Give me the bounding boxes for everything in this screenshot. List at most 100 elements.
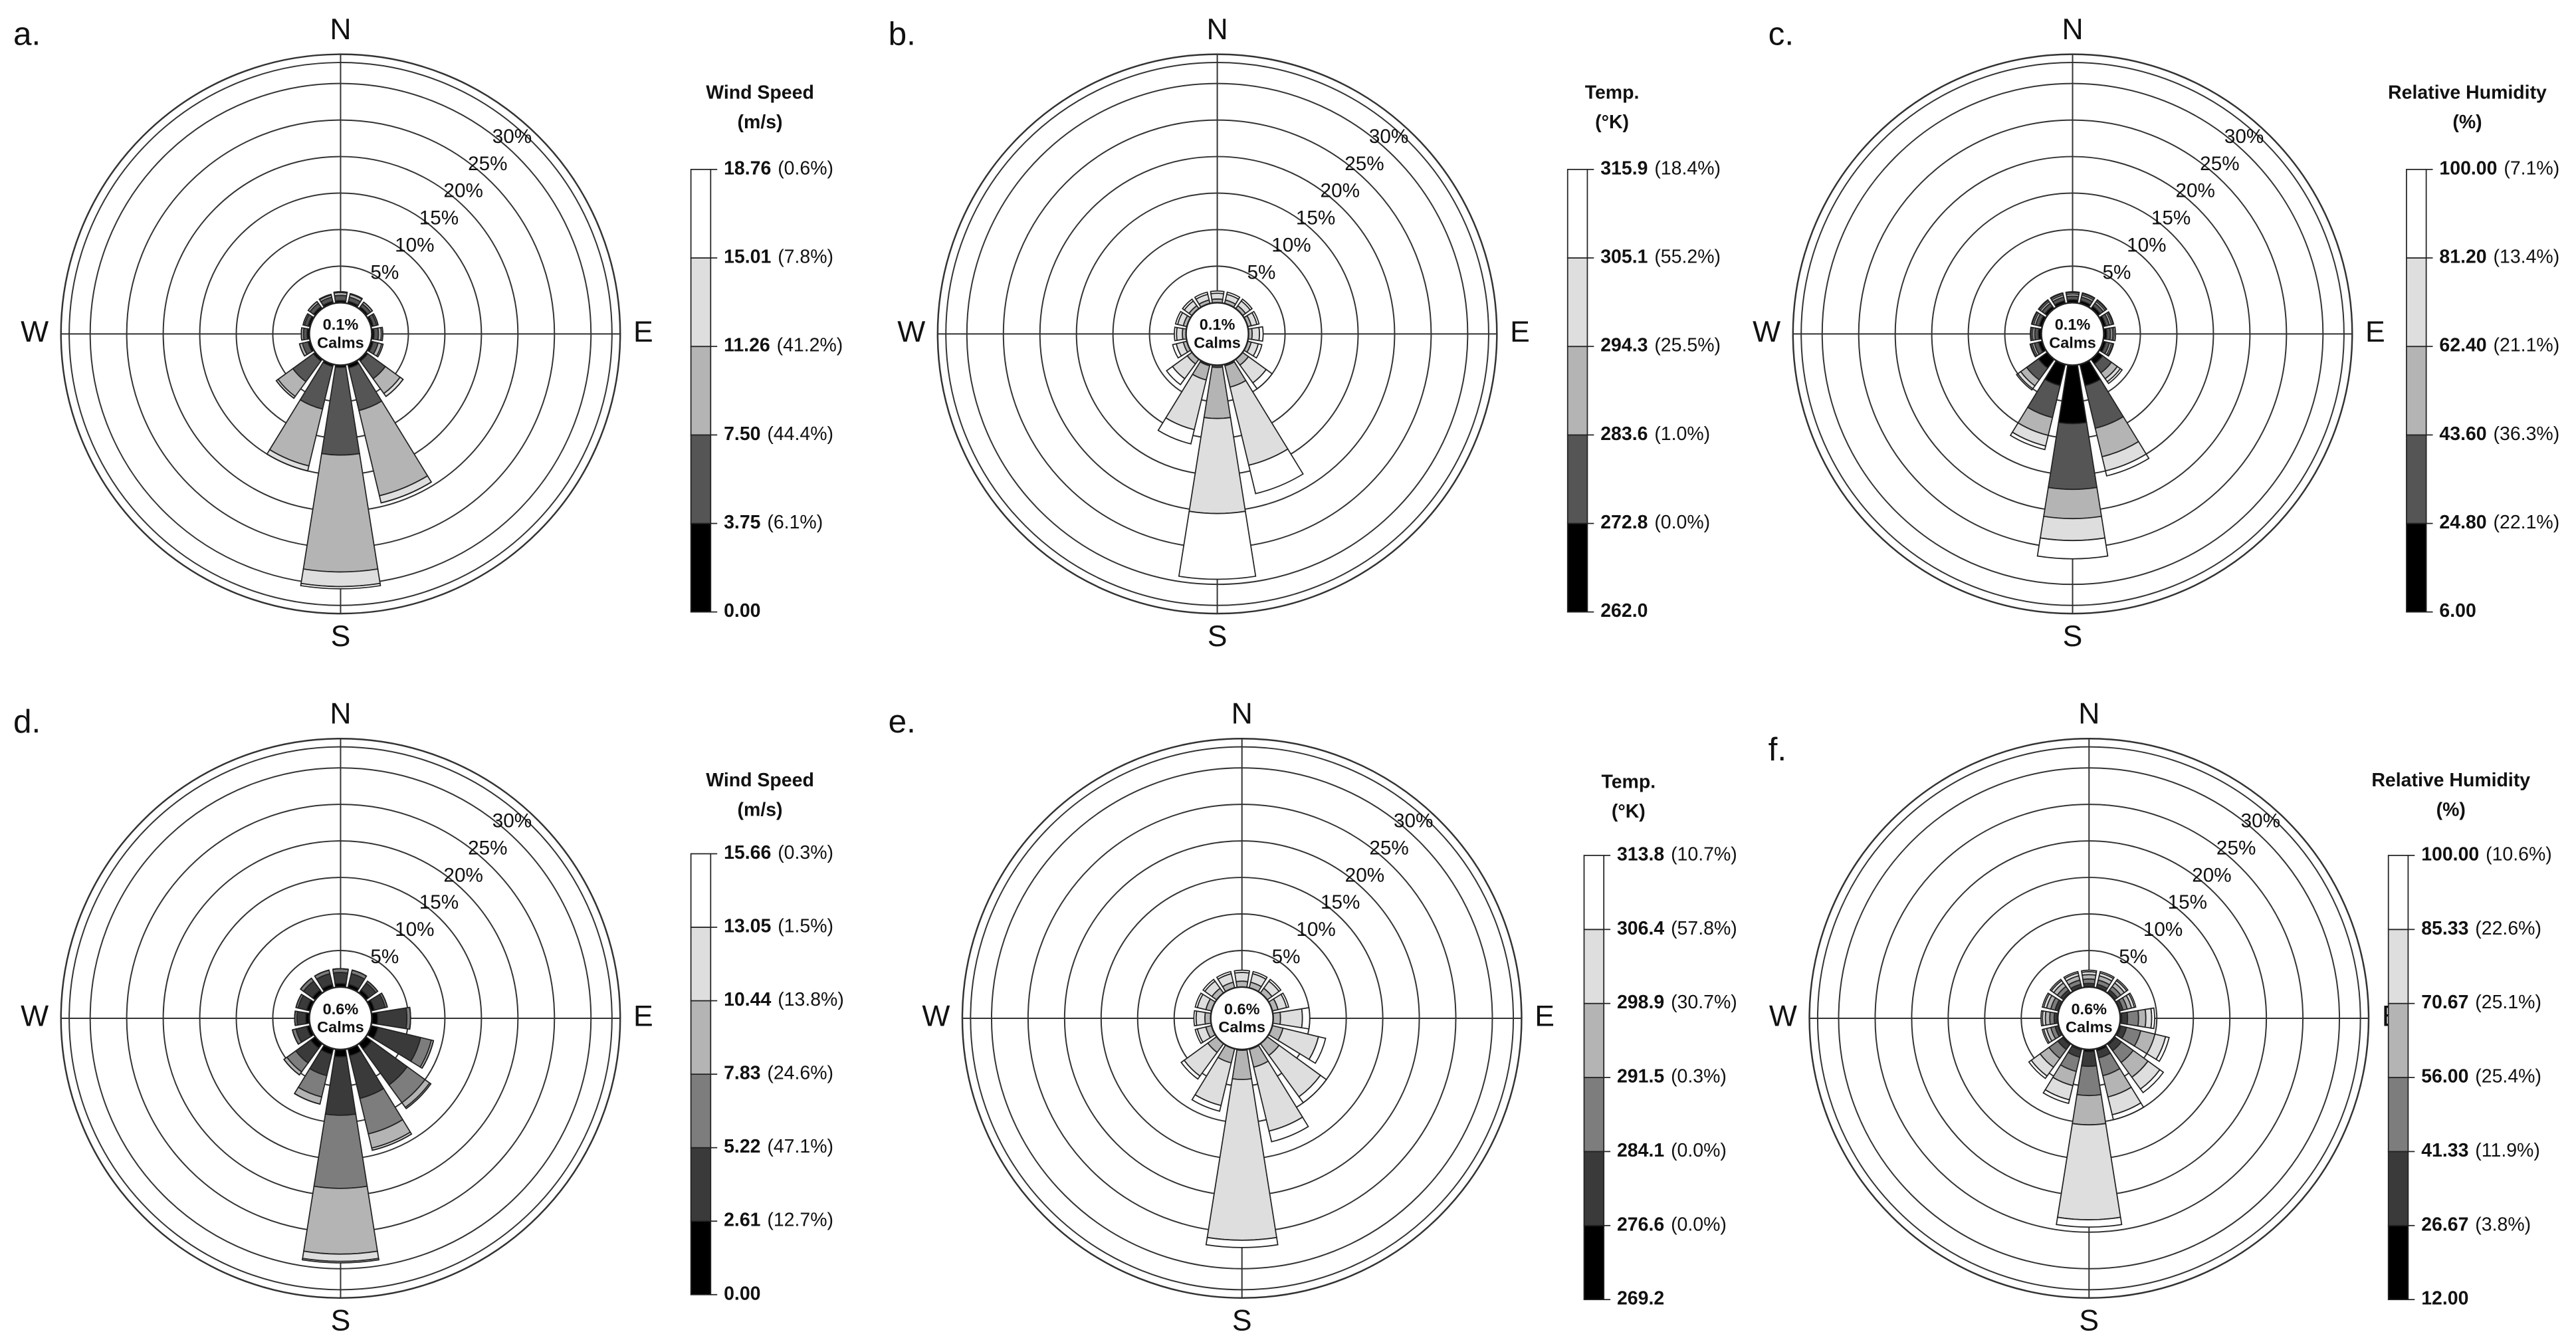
ring-label: 30%: [1369, 126, 1408, 148]
legend-edge-label: 0.00: [724, 1283, 760, 1304]
wedge-segment: [1232, 1049, 1253, 1080]
legend-edge-label: 2.61: [724, 1210, 761, 1231]
legend-share: (10.6%): [2486, 843, 2552, 865]
legend-swatch: [2387, 1151, 2409, 1226]
wedge-segment: [294, 1011, 296, 1026]
direction-label: W: [21, 1000, 49, 1033]
legend-edge-label: 306.4: [1617, 918, 1664, 939]
legend-swatch: [2387, 855, 2409, 931]
direction-label: W: [1769, 1000, 1797, 1033]
calms-text: Calms: [2049, 334, 2096, 351]
direction-label: S: [331, 620, 351, 653]
wedge-segment: [2030, 311, 2038, 325]
legend-edge-label: 62.40: [2439, 335, 2486, 356]
calms-value: 0.6%: [2071, 1000, 2107, 1018]
wedge-segment: [2082, 292, 2095, 300]
legend-edge-label: 81.20: [2439, 247, 2486, 268]
direction-label: N: [2062, 13, 2083, 46]
ring-label: 30%: [2241, 810, 2280, 832]
wedge-segment: [1210, 292, 1225, 300]
ring-label: 5%: [1247, 261, 1276, 283]
legend-swatch: [2387, 1224, 2409, 1301]
wedge-segment: [2036, 537, 2109, 560]
direction-label: S: [331, 1305, 351, 1337]
legend-swatch: [690, 522, 712, 613]
legend-swatch: [690, 1147, 712, 1222]
wedge-segment: [1234, 972, 1250, 982]
legend-edge-label: 283.6: [1600, 423, 1648, 445]
wedge-segment: [2028, 1059, 2048, 1079]
legend-share: (25.5%): [1654, 335, 1721, 356]
ring-label: 20%: [443, 180, 483, 202]
wedge-segment: [302, 1185, 378, 1255]
legend-share: (47.1%): [767, 1136, 833, 1157]
legend-swatch: [1583, 1002, 1605, 1078]
ring-label: 15%: [419, 207, 459, 229]
wedge-segment: [1194, 291, 1209, 300]
wedge-segment: [1280, 992, 1290, 1008]
legend-unit: (%): [2436, 800, 2466, 821]
legend-share: (44.4%): [767, 423, 833, 445]
legend-share: (0.3%): [1671, 1066, 1727, 1087]
ring-label: 15%: [2168, 891, 2207, 913]
wedge-segment: [1193, 1010, 1198, 1027]
legend-edge-label: 5.22: [724, 1136, 760, 1157]
legend-swatch: [2406, 346, 2427, 436]
legend-edge-label: 85.33: [2421, 918, 2468, 939]
wedge-segment: [2056, 1216, 2123, 1228]
legend-edge-label: 284.1: [1617, 1140, 1664, 1161]
legend-edge-label: 24.80: [2439, 512, 2486, 533]
legend-swatch: [690, 853, 712, 928]
legend-edge-label: 100.00: [2439, 158, 2497, 179]
legend-title: Wind Speed: [706, 770, 814, 791]
ring-label: 15%: [1321, 891, 1360, 913]
legend-unit: (m/s): [738, 800, 783, 821]
calms-circle: [1210, 986, 1274, 1051]
wedge-segment: [1216, 970, 1232, 980]
wedge-segment: [2080, 969, 2097, 973]
wedge-segment: [1176, 326, 1184, 341]
legend-share: (0.0%): [1671, 1214, 1727, 1235]
wedge-segment: [2076, 1065, 2102, 1097]
wedge-segment: [2029, 343, 2037, 358]
wedge-segment: [377, 344, 384, 358]
wedge-segment: [2039, 515, 2106, 542]
legend-swatch: [690, 1220, 712, 1295]
direction-label: E: [1510, 316, 1530, 348]
direction-label: E: [633, 316, 653, 348]
direction-label: W: [1753, 316, 1780, 348]
ring-label: 30%: [1394, 810, 1433, 832]
direction-label: W: [922, 1000, 950, 1033]
ring-label: 10%: [395, 919, 434, 941]
legend-share: (0.3%): [778, 842, 833, 863]
legend-share: (41.2%): [777, 335, 843, 356]
legend-swatch: [1566, 257, 1588, 348]
panel-label: e.: [889, 703, 916, 740]
ring-label: 10%: [1296, 919, 1335, 941]
legend-share: (10.7%): [1671, 843, 1737, 865]
legend-swatch: [690, 169, 712, 259]
wedge-segment: [1268, 978, 1282, 992]
wedge-segment: [2106, 368, 2123, 385]
wedge-segment: [1172, 343, 1182, 359]
legend-edge-label: 294.3: [1600, 335, 1648, 356]
legend-title: Relative Humidity: [2371, 770, 2530, 791]
wedge-segment: [1308, 1036, 1327, 1064]
wedge-segment: [350, 292, 363, 299]
ring-label: 10%: [2143, 919, 2183, 941]
legend-swatch: [2387, 929, 2409, 1004]
wedge-segment: [302, 313, 308, 326]
legend-edge-label: 15.01: [724, 247, 771, 268]
legend-share: (57.8%): [1671, 918, 1737, 939]
calms-value: 0.6%: [323, 1000, 359, 1018]
direction-label: N: [2078, 697, 2099, 730]
wedge-segment: [2080, 1050, 2097, 1067]
legend-swatch: [1566, 522, 1588, 613]
legend-edge-label: 13.05: [724, 916, 771, 937]
legend-share: (24.6%): [767, 1063, 833, 1084]
legend-share: (11.9%): [2475, 1140, 2540, 1161]
wedge-segment: [332, 968, 349, 970]
legend-share: (55.2%): [1654, 247, 1721, 268]
legend-share: (13.4%): [2494, 247, 2560, 268]
